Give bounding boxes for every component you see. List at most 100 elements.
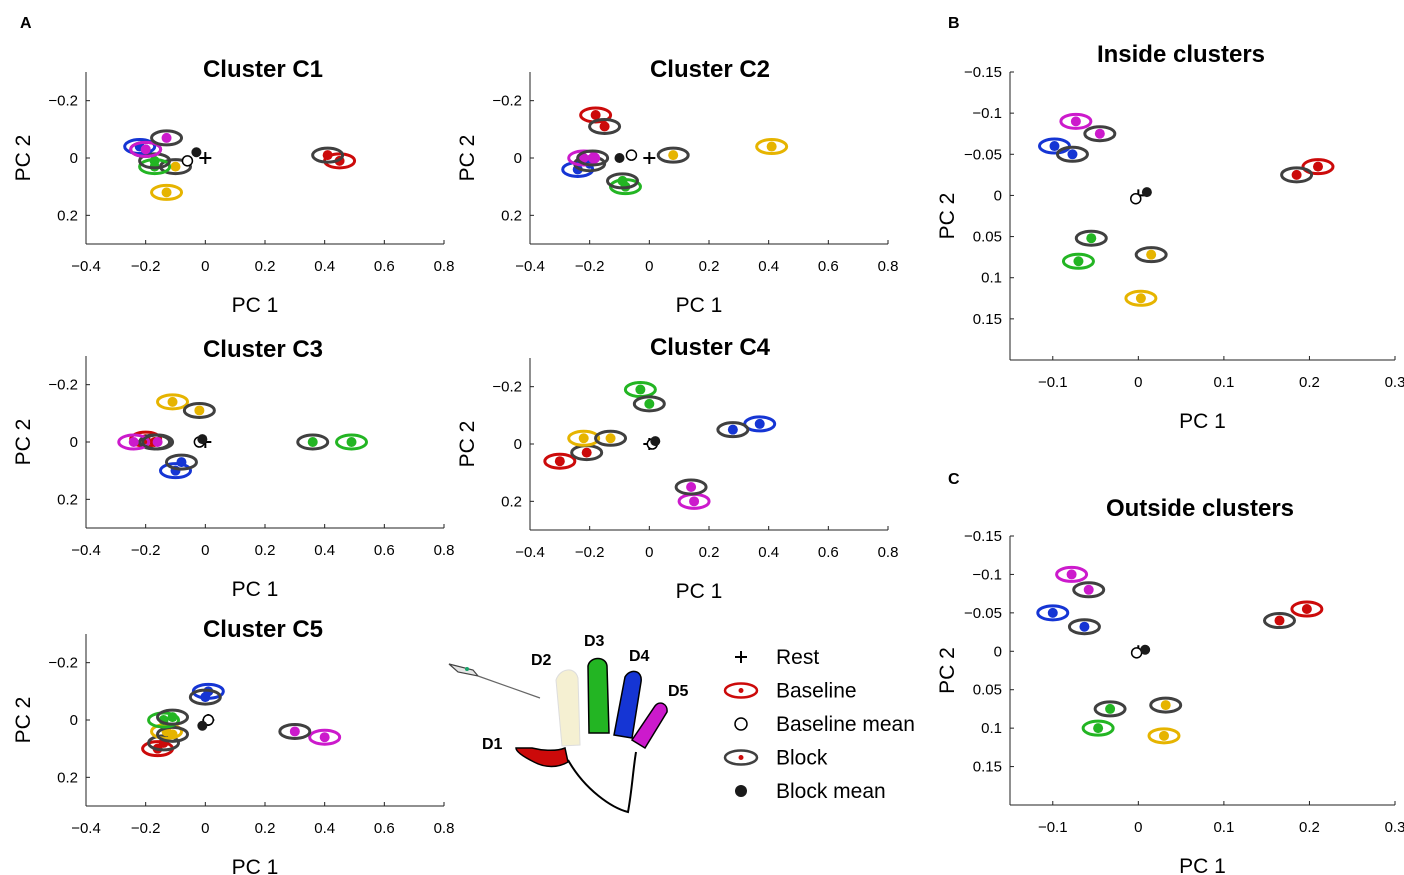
baseline-point-d1 bbox=[590, 110, 601, 120]
block-ellipse-d1 bbox=[1280, 166, 1314, 184]
block-point-d1 bbox=[1274, 615, 1285, 626]
block-point-d5 bbox=[289, 726, 300, 737]
x-tick-label: 0 bbox=[1134, 374, 1142, 391]
legend-rest-marker bbox=[735, 651, 747, 663]
x-tick-label: −0.4 bbox=[71, 258, 101, 275]
baseline-ellipse-d4 bbox=[159, 462, 192, 480]
y-tick-label: 0.2 bbox=[501, 207, 522, 224]
rest-marker bbox=[643, 152, 656, 164]
x-tick-label: 0 bbox=[201, 542, 209, 559]
block-ellipse-d4 bbox=[1055, 145, 1089, 163]
legend-block-mean-marker bbox=[735, 785, 747, 797]
panel-label-b: B bbox=[948, 15, 960, 32]
x-tick-label: 0.3 bbox=[1385, 819, 1404, 836]
block-mean-marker bbox=[614, 153, 625, 163]
baseline-ellipse-d2 bbox=[567, 429, 601, 447]
baseline-point-d2 bbox=[167, 396, 178, 407]
x-tick-label: −0.2 bbox=[131, 542, 161, 559]
x-tick-label: 0.6 bbox=[374, 258, 395, 275]
x-axis-label: PC 1 bbox=[676, 294, 723, 317]
block-mean-marker bbox=[197, 434, 208, 445]
block-point-d4 bbox=[200, 692, 211, 703]
x-tick-label: 0.6 bbox=[818, 544, 839, 561]
x-tick-label: −0.1 bbox=[1038, 819, 1068, 836]
legend-label-block: Block bbox=[776, 747, 828, 770]
x-tick-label: 0.8 bbox=[434, 820, 455, 837]
y-tick-label: 0 bbox=[994, 187, 1002, 204]
x-tick-label: 0.2 bbox=[699, 258, 720, 275]
x-tick-label: −0.2 bbox=[131, 258, 161, 275]
x-axis-label: PC 1 bbox=[232, 294, 279, 317]
chart-title: Cluster C4 bbox=[650, 334, 771, 361]
y-tick-label: 0.15 bbox=[973, 759, 1002, 776]
chart-1: −0.4 −0.2 0 0.2 0.4 0.6 0.8 −0.2 0 0.2 Cluster C1 P… bbox=[12, 56, 454, 317]
legend-label-block-mean: Block mean bbox=[776, 780, 886, 803]
x-tick-label: 0.8 bbox=[434, 542, 455, 559]
block-point-d5 bbox=[152, 437, 163, 447]
hand-label-d5: D5 bbox=[668, 683, 689, 700]
block-ellipse-d5 bbox=[1083, 125, 1117, 143]
y-tick-label: 0.2 bbox=[57, 769, 78, 786]
x-axis-label: PC 1 bbox=[676, 580, 723, 603]
x-tick-label: −0.2 bbox=[575, 258, 605, 275]
block-point-d1 bbox=[322, 150, 333, 161]
x-tick-label: −0.4 bbox=[515, 258, 545, 275]
block-ellipse-d2 bbox=[1134, 246, 1168, 264]
finger-d3 bbox=[587, 657, 610, 734]
baseline-mean-marker bbox=[625, 149, 638, 161]
x-tick-label: 0 bbox=[645, 544, 653, 561]
baseline-point-d5 bbox=[128, 437, 139, 447]
y-tick-label: −0.2 bbox=[492, 379, 522, 396]
block-ellipse-d3 bbox=[296, 433, 330, 451]
block-ellipse-d4 bbox=[188, 688, 222, 706]
block-point-d2 bbox=[605, 433, 616, 444]
block-point-d3 bbox=[644, 398, 655, 409]
x-tick-label: 0.8 bbox=[878, 544, 899, 561]
legend-label-baseline-mean: Baseline mean bbox=[776, 713, 915, 736]
chart-4: −0.4 −0.2 0 0.2 0.4 0.6 0.8 −0.2 0 0.2 Cluster C4 P… bbox=[456, 334, 898, 603]
x-tick-label: 0 bbox=[1134, 819, 1142, 836]
chart-title: Cluster C5 bbox=[203, 616, 323, 643]
y-axis-label: PC 2 bbox=[456, 135, 479, 182]
block-ellipse-d2 bbox=[594, 429, 628, 447]
x-tick-label: −0.4 bbox=[515, 544, 545, 561]
hand-label-d2: D2 bbox=[531, 652, 552, 669]
x-tick-label: 0.8 bbox=[878, 258, 899, 275]
chart-title: Cluster C1 bbox=[203, 56, 323, 83]
block-point-d2 bbox=[194, 405, 205, 416]
block-point-d4 bbox=[176, 457, 187, 468]
x-tick-label: −0.4 bbox=[71, 820, 101, 837]
panel-label-c: C bbox=[948, 471, 960, 488]
block-mean-marker bbox=[1140, 644, 1151, 655]
block-mean-marker bbox=[1141, 187, 1152, 198]
chart-3: −0.4 −0.2 0 0.2 0.4 0.6 0.8 −0.2 0 0.2 Cluster C3 P… bbox=[12, 336, 454, 601]
x-tick-label: 0.8 bbox=[434, 258, 455, 275]
chart-title: Inside clusters bbox=[1097, 41, 1265, 68]
baseline-point-d5 bbox=[1066, 569, 1077, 580]
block-point-d1 bbox=[599, 121, 610, 132]
block-ellipse-d3 bbox=[1093, 700, 1127, 718]
block-point-d2 bbox=[668, 150, 679, 161]
block-point-d2 bbox=[1160, 700, 1171, 711]
chart-title: Cluster C3 bbox=[203, 336, 323, 363]
y-axis-label: PC 2 bbox=[936, 193, 959, 240]
block-point-d3 bbox=[617, 175, 628, 186]
y-tick-label: 0 bbox=[994, 643, 1002, 660]
baseline-ellipse-d5 bbox=[129, 140, 163, 158]
block-ellipse-d1 bbox=[588, 117, 622, 135]
block-point-d5 bbox=[1083, 584, 1094, 595]
baseline-mean-marker bbox=[1130, 647, 1143, 659]
baseline-ellipse-d3 bbox=[335, 433, 369, 451]
x-tick-label: 0.2 bbox=[1299, 374, 1320, 391]
block-point-d3 bbox=[1086, 233, 1097, 244]
palm-outline bbox=[567, 751, 637, 814]
hand-label-d4: D4 bbox=[629, 648, 650, 665]
x-axis-label: PC 1 bbox=[232, 856, 279, 875]
block-mean-marker bbox=[197, 720, 208, 731]
x-tick-label: 0.2 bbox=[255, 542, 276, 559]
baseline-mean-marker bbox=[181, 155, 194, 167]
block-ellipse-d3 bbox=[156, 708, 190, 726]
baseline-ellipse-d2 bbox=[150, 183, 184, 201]
x-tick-label: 0.6 bbox=[374, 542, 395, 559]
